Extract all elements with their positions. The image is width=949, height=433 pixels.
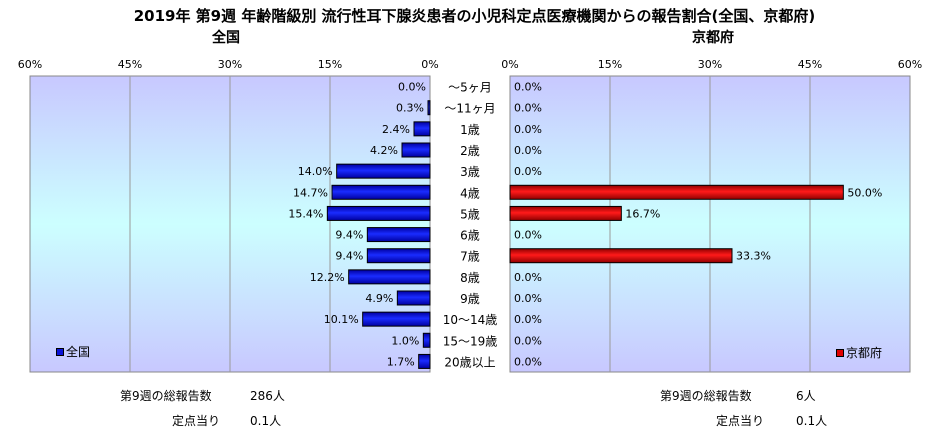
left-x-tick-label: 15% xyxy=(318,58,342,71)
chart-title: 2019年 第9週 年齢階級別 流行性耳下腺炎患者の小児科定点医療機関からの報告… xyxy=(133,7,816,25)
right-data-label: 0.0% xyxy=(514,313,542,326)
right-total-label: 第9週の総報告数 xyxy=(660,389,752,403)
category-label: 1歳 xyxy=(460,123,480,137)
left-bar xyxy=(362,311,431,327)
left-total-value: 286人 xyxy=(250,389,285,403)
category-label: 10～14歳 xyxy=(443,313,498,327)
left-legend-label: 全国 xyxy=(66,345,91,359)
category-label: 7歳 xyxy=(460,250,480,264)
left-per-value: 0.1人 xyxy=(250,414,282,428)
category-label: 5歳 xyxy=(460,207,480,221)
right-data-label: 0.0% xyxy=(514,165,542,178)
right-x-tick-label: 15% xyxy=(598,58,622,71)
right-bar xyxy=(509,248,733,264)
right-data-label: 0.0% xyxy=(514,102,542,115)
left-legend-swatch xyxy=(56,348,64,356)
right-data-label: 16.7% xyxy=(625,207,660,220)
right-data-label: 0.0% xyxy=(514,81,542,94)
left-bar xyxy=(418,353,431,369)
right-data-label: 33.3% xyxy=(736,250,771,263)
right-x-tick-label: 0% xyxy=(501,58,518,71)
right-data-label: 0.0% xyxy=(514,271,542,284)
category-label: 3歳 xyxy=(460,165,480,179)
left-data-label: 10.1% xyxy=(324,313,359,326)
left-x-tick-label: 0% xyxy=(421,58,438,71)
left-bar xyxy=(401,142,431,158)
category-label: 9歳 xyxy=(460,292,480,306)
left-data-label: 1.0% xyxy=(391,334,419,347)
category-label: 20歳以上 xyxy=(444,355,495,369)
right-per-value: 0.1人 xyxy=(796,414,828,428)
right-data-label: 0.0% xyxy=(514,334,542,347)
right-legend-swatch xyxy=(836,349,844,357)
left-bar xyxy=(326,205,431,221)
left-bar xyxy=(348,269,431,285)
left-bar xyxy=(336,163,431,179)
left-data-label: 15.4% xyxy=(288,207,323,220)
left-bar xyxy=(413,121,431,137)
left-data-label: 12.2% xyxy=(310,271,345,284)
category-label: ～11ヶ月 xyxy=(444,102,495,116)
left-data-label: 4.9% xyxy=(365,292,393,305)
left-data-label: 0.0% xyxy=(398,81,426,94)
left-data-label: 14.7% xyxy=(293,186,328,199)
left-data-label: 9.4% xyxy=(335,229,363,242)
category-label: ～5ヶ月 xyxy=(448,81,492,95)
category-label: 6歳 xyxy=(460,229,480,243)
left-total-label: 第9週の総報告数 xyxy=(120,389,212,403)
left-bar xyxy=(366,227,431,243)
left-bar xyxy=(396,290,431,306)
right-legend-label: 京都府 xyxy=(846,346,883,360)
left-bar xyxy=(331,184,431,200)
right-data-label: 0.0% xyxy=(514,292,542,305)
right-bar xyxy=(509,205,622,221)
right-per-label: 定点当り xyxy=(716,414,765,428)
left-data-label: 0.3% xyxy=(396,102,424,115)
right-bar xyxy=(509,184,844,200)
left-x-tick-label: 45% xyxy=(118,58,142,71)
right-data-label: 0.0% xyxy=(514,229,542,242)
left-per-label: 定点当り xyxy=(172,414,221,428)
left-data-label: 2.4% xyxy=(382,123,410,136)
right-x-tick-label: 45% xyxy=(798,58,822,71)
left-data-label: 14.0% xyxy=(298,165,333,178)
right-total-value: 6人 xyxy=(796,389,816,403)
left-x-tick-label: 60% xyxy=(18,58,42,71)
left-data-label: 9.4% xyxy=(335,250,363,263)
category-label: 8歳 xyxy=(460,271,480,285)
left-x-tick-label: 30% xyxy=(218,58,242,71)
left-bar xyxy=(427,100,431,116)
left-data-label: 4.2% xyxy=(370,144,398,157)
category-label: 15～19歳 xyxy=(443,334,498,348)
category-label: 4歳 xyxy=(460,186,480,200)
right-panel-title: 京都府 xyxy=(692,30,734,46)
right-data-label: 0.0% xyxy=(514,144,542,157)
right-legend: 京都府 xyxy=(836,344,882,361)
left-panel-title: 全国 xyxy=(212,30,240,46)
left-bar xyxy=(422,332,431,348)
right-data-label: 0.0% xyxy=(514,355,542,368)
left-legend: 全国 xyxy=(56,343,90,360)
right-x-tick-label: 60% xyxy=(898,58,922,71)
left-bar xyxy=(366,248,431,264)
right-x-tick-label: 30% xyxy=(698,58,722,71)
category-label: 2歳 xyxy=(460,144,480,158)
right-data-label: 0.0% xyxy=(514,123,542,136)
left-data-label: 1.7% xyxy=(387,355,415,368)
right-data-label: 50.0% xyxy=(847,186,882,199)
